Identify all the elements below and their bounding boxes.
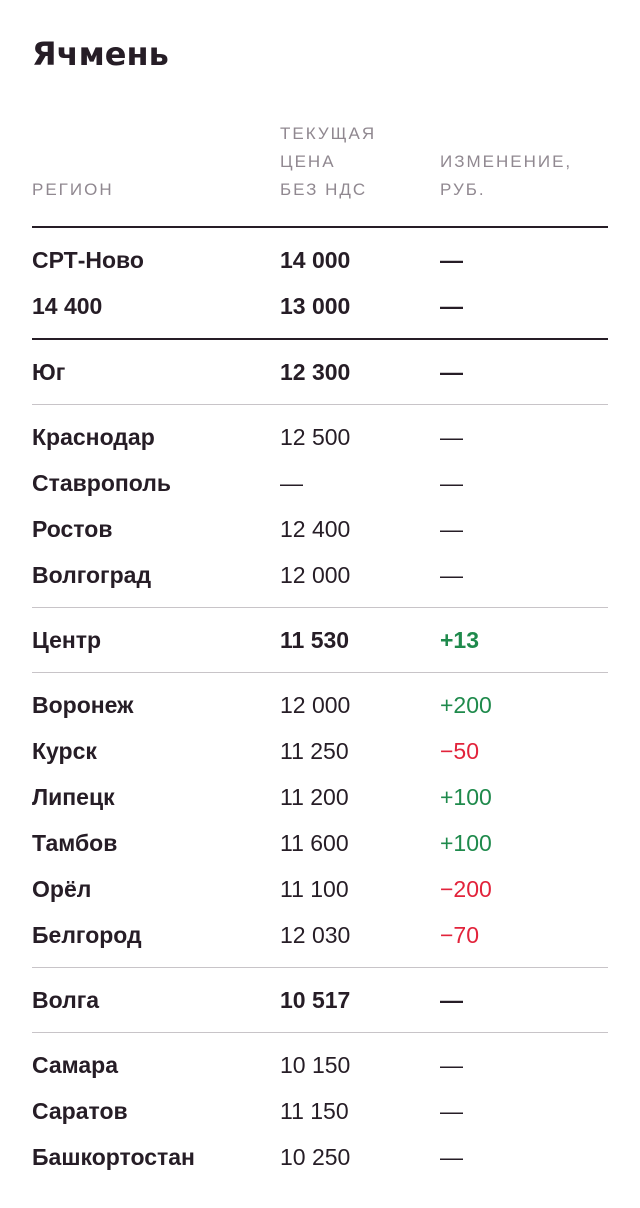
page-title: Ячмень: [32, 35, 169, 73]
change-cell: —: [440, 470, 463, 496]
price-cell: 11 600: [280, 830, 349, 856]
table-group: СРТ-Ново 14 000 — 14 400 13 000 —: [32, 228, 608, 340]
region-cell: Краснодар: [32, 424, 155, 450]
table-group: Центр 11 530 +13: [32, 608, 608, 673]
region-cell: 14 400: [32, 293, 103, 319]
table-row: Центр 11 530 +13: [32, 617, 608, 663]
price-cell: 12 400: [280, 516, 351, 542]
table-row: Воронеж 12 000 +200: [32, 682, 608, 728]
price-cell: 12 000: [280, 562, 351, 588]
change-cell: —: [440, 1052, 463, 1078]
table-row: Тамбов 11 600 +100: [32, 820, 608, 866]
change-cell: +100: [440, 784, 492, 810]
table-row: Волгоград 12 000 —: [32, 552, 608, 598]
table-body: СРТ-Ново 14 000—14 400 13 000— Юг 12 300— Кра…: [32, 228, 608, 1189]
price-cell: 12 500: [280, 424, 351, 450]
table-row: Волга 10 517 —: [32, 977, 608, 1023]
change-cell: +200: [440, 692, 492, 718]
region-cell: Саратов: [32, 1098, 128, 1124]
column-header-region: РЕГИОН: [32, 180, 114, 199]
price-cell: 12 000: [280, 692, 351, 718]
change-cell: —: [440, 1098, 463, 1124]
price-cell: 10 250: [280, 1144, 351, 1170]
region-cell: Самара: [32, 1052, 119, 1078]
table-row: СРТ-Ново 14 000 —: [32, 237, 608, 283]
region-cell: Волгоград: [32, 562, 152, 588]
change-cell: +100: [440, 830, 492, 856]
table-row: Липецк 11 200 +100: [32, 774, 608, 820]
price-cell: 11 150: [280, 1098, 349, 1124]
region-cell: Ставрополь: [32, 470, 172, 496]
table-row: Краснодар 12 500 —: [32, 414, 608, 460]
column-header-change: ИЗМЕНЕНИЕ, РУБ.: [440, 152, 573, 199]
region-cell: Волга: [32, 987, 100, 1013]
table-row: Белгород 12 030 −70: [32, 912, 608, 958]
table-row: Башкортостан 10 250 —: [32, 1134, 608, 1180]
table-row: Самара 10 150 —: [32, 1042, 608, 1088]
table-row: Юг 12 300 —: [32, 349, 608, 395]
change-cell: −70: [440, 922, 480, 948]
column-header-price: ТЕКУЩАЯ ЦЕНА БЕЗ НДС: [280, 124, 377, 199]
region-cell: Воронеж: [32, 692, 134, 718]
price-cell: 10 517: [280, 987, 351, 1013]
change-cell: +13: [440, 627, 480, 653]
region-cell: Липецк: [32, 784, 115, 810]
region-cell: Юг: [32, 359, 66, 385]
region-cell: Тамбов: [32, 830, 118, 856]
price-cell: 11 200: [280, 784, 349, 810]
change-cell: —: [440, 247, 463, 273]
price-cell: 10 150: [280, 1052, 351, 1078]
table-header: РЕГИОН ТЕКУЩАЯ ЦЕНА БЕЗ НДС ИЗМЕНЕНИЕ, Р…: [32, 120, 608, 228]
table-row: Саратов 11 150 —: [32, 1088, 608, 1134]
change-cell: —: [440, 562, 463, 588]
region-cell: Башкортостан: [32, 1144, 195, 1170]
region-cell: Центр: [32, 627, 102, 653]
table-group: Юг 12 300 —: [32, 340, 608, 405]
price-cell: 14 000: [280, 247, 351, 273]
change-cell: −50: [440, 738, 480, 764]
price-cell: 11 530: [280, 627, 350, 653]
price-cell: 12 300: [280, 359, 351, 385]
table-group: Самара 10 150 — Саратов 11 150 — Башкортостан 1…: [32, 1033, 608, 1189]
change-cell: —: [440, 293, 463, 319]
region-cell: Орёл: [32, 876, 92, 902]
table-group: Волга 10 517 —: [32, 968, 608, 1033]
region-cell: Ростов: [32, 516, 113, 542]
change-cell: —: [440, 516, 463, 542]
region-cell: Курск: [32, 738, 97, 764]
region-cell: СРТ-Ново: [32, 247, 144, 273]
price-cell: 11 250: [280, 738, 349, 764]
region-cell: Белгород: [32, 922, 142, 948]
change-cell: —: [440, 1144, 463, 1170]
change-cell: —: [440, 987, 463, 1013]
table-row: Ставрополь — —: [32, 460, 608, 506]
table-row: Курск 11 250 −50: [32, 728, 608, 774]
price-cell: 11 100: [280, 876, 349, 902]
table-row: Ростов 12 400 —: [32, 506, 608, 552]
price-cell: —: [280, 470, 303, 496]
table-row: 14 400 13 000 —: [32, 283, 608, 329]
change-cell: −200: [440, 876, 492, 902]
table-row: Орёл 11 100 −200: [32, 866, 608, 912]
change-cell: —: [440, 424, 463, 450]
table-group: Воронеж 12 000 +200 Курск 11 250 −50 Липецк 11 …: [32, 673, 608, 968]
price-cell: 13 000: [280, 293, 351, 319]
price-cell: 12 030: [280, 922, 351, 948]
table-group: Краснодар 12 500 — Ставрополь — — Ростов 12 400…: [32, 405, 608, 608]
change-cell: —: [440, 359, 463, 385]
